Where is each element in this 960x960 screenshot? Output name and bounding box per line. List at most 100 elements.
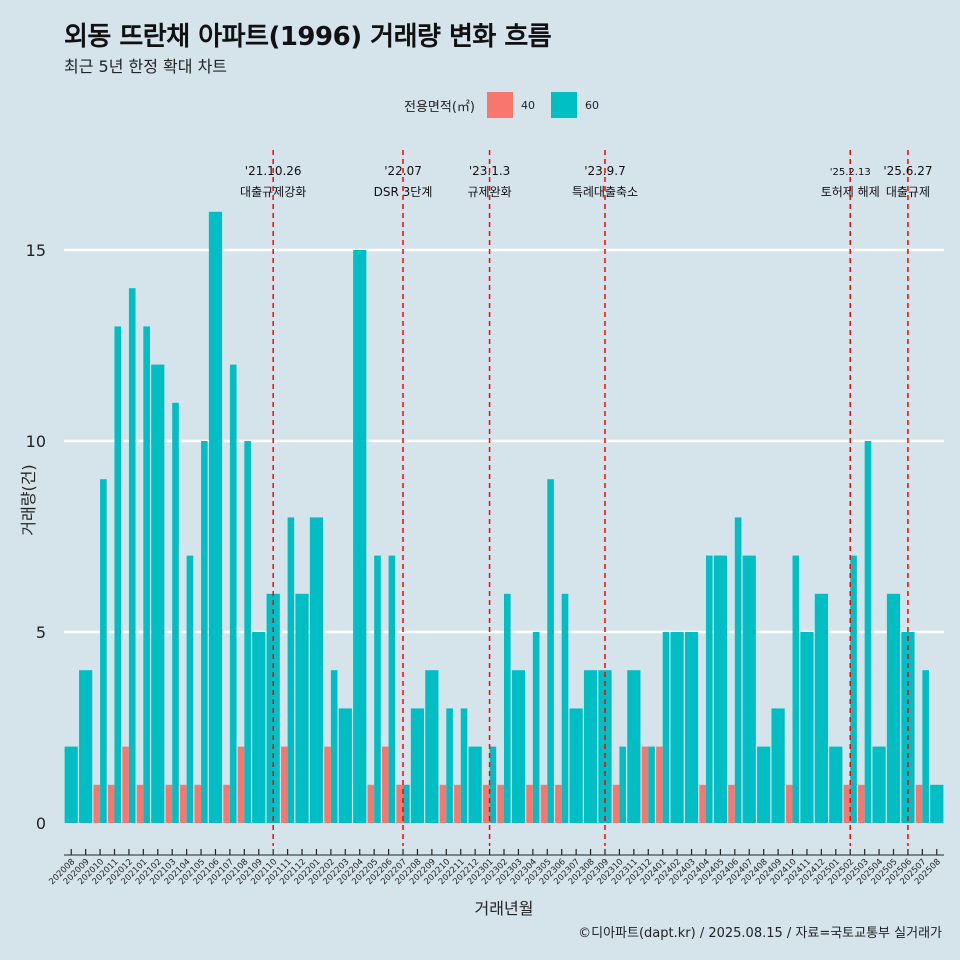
- legend-title: 전용면적(㎡): [404, 99, 475, 115]
- y-tick-0: 0: [36, 814, 46, 833]
- bar-40-202210: [439, 784, 447, 823]
- bar-60-202206: [388, 555, 396, 823]
- bar-60-202412: [814, 593, 828, 823]
- bar-60-202411: [800, 632, 814, 823]
- bar-40-202101: [136, 784, 144, 823]
- y-tick-10: 10: [26, 432, 46, 451]
- bar-40-202312: [641, 746, 649, 823]
- bar-60-202307: [569, 708, 583, 823]
- bar-40-202404: [699, 784, 706, 823]
- bar-40-202401: [656, 746, 663, 823]
- bar-60-202012: [128, 288, 136, 823]
- bar-60-202112: [295, 593, 309, 823]
- bar-60-202503: [864, 441, 872, 823]
- bar-40-202011: [107, 784, 115, 823]
- bars: [64, 211, 944, 824]
- legend-label-40: 40: [520, 98, 535, 112]
- bar-40-202207: [396, 784, 404, 823]
- bar-60-202405: [713, 555, 728, 823]
- bar-60-202207: [403, 784, 410, 823]
- bar-60-202010: [100, 479, 107, 823]
- bar-60-202304: [532, 632, 540, 823]
- event-date-4: '25.2.13: [830, 167, 871, 178]
- bar-60-202306: [561, 593, 569, 823]
- event-label-4: 토허제 해제: [821, 185, 880, 199]
- bar-40-202502: [843, 784, 851, 823]
- y-axis-label: 거래량(건): [19, 464, 38, 535]
- bar-40-202104: [180, 784, 187, 823]
- bar-60-202209: [425, 670, 439, 823]
- bar-60-202408: [757, 746, 771, 823]
- event-annotations: '21.10.26 대출규제강화 '22.07 DSR 3단계 '23.1.3 규제완화 '…: [240, 150, 932, 846]
- bar-40-202202: [324, 746, 331, 823]
- y-tick-15: 15: [26, 241, 46, 260]
- legend: 전용면적(㎡) 40 60: [404, 92, 615, 118]
- bar-60-202501: [829, 746, 843, 823]
- bar-60-202103: [172, 402, 179, 823]
- legend-swatch-60: [550, 92, 577, 118]
- bar-60-202504: [872, 746, 886, 823]
- bar-40-202103: [165, 784, 173, 823]
- event-date-0: '21.10.26: [245, 164, 302, 178]
- bar-60-202108: [244, 441, 251, 823]
- bar-60-202409: [771, 708, 785, 823]
- bar-60-202106: [208, 211, 223, 824]
- bar-60-202508: [930, 784, 944, 823]
- bar-40-202010: [93, 784, 101, 823]
- bar-40-202211: [454, 784, 461, 823]
- bar-60-202107: [229, 364, 237, 823]
- event-label-2: 규제완화: [467, 185, 511, 199]
- bar-60-202101: [143, 326, 150, 823]
- bar-40-202306: [555, 784, 562, 823]
- bar-40-202111: [280, 746, 288, 823]
- bar-60-202403: [684, 632, 699, 823]
- bar-60-202305: [547, 479, 554, 823]
- event-label-1: DSR 3단계: [374, 185, 433, 199]
- y-tick-5: 5: [36, 623, 46, 642]
- chart-subtitle: 최근 5년 한정 확대 차트: [64, 57, 228, 76]
- event-date-2: '23.1.3: [469, 164, 510, 178]
- bar-60-202210: [446, 708, 453, 823]
- bar-40-202304: [526, 784, 533, 823]
- bar-40-202205: [367, 784, 375, 823]
- bar-60-202308: [583, 670, 598, 823]
- event-label-0: 대출규제강화: [240, 185, 306, 199]
- bar-40-202507: [915, 784, 923, 823]
- event-label-5: 대출규제: [886, 185, 930, 199]
- bar-60-202008: [64, 746, 78, 823]
- bar-40-202503: [858, 784, 865, 823]
- bar-60-202507: [922, 670, 929, 823]
- bar-60-202201: [309, 517, 324, 823]
- bar-40-202302: [497, 784, 504, 823]
- source-credit: ©디아파트(dapt.kr) / 2025.08.15 / 자료=국토교통부 실…: [578, 926, 942, 941]
- bar-60-202011: [114, 326, 122, 823]
- bar-60-202303: [511, 670, 526, 823]
- bar-60-202301: [489, 746, 497, 823]
- event-date-3: '23.9.7: [584, 164, 625, 178]
- event-date-5: '25.6.27: [883, 164, 932, 178]
- bar-60-202505: [886, 593, 901, 823]
- bar-60-202205: [374, 555, 381, 823]
- bar-60-202102: [151, 364, 165, 823]
- x-axis-label: 거래년월: [475, 899, 534, 918]
- bar-60-202212: [468, 746, 482, 823]
- bar-40-202305: [540, 784, 548, 823]
- bar-60-202105: [201, 441, 208, 823]
- bar-60-202009: [79, 670, 93, 823]
- bar-40-202108: [237, 746, 245, 823]
- bar-60-202104: [186, 555, 194, 823]
- bar-60-202204: [353, 250, 367, 823]
- event-label-3: 특례대출축소: [572, 185, 638, 199]
- bar-60-202310: [619, 746, 627, 823]
- event-date-1: '22.07: [384, 164, 422, 178]
- bar-40-202406: [728, 784, 735, 823]
- bar-60-202302: [504, 593, 511, 823]
- bar-60-202109: [252, 632, 266, 823]
- bar-40-202410: [785, 784, 793, 823]
- bar-60-202404: [705, 555, 713, 823]
- bar-40-202206: [381, 746, 389, 823]
- legend-swatch-40: [486, 92, 513, 118]
- bar-60-202402: [670, 632, 684, 823]
- bar-60-202203: [338, 708, 352, 823]
